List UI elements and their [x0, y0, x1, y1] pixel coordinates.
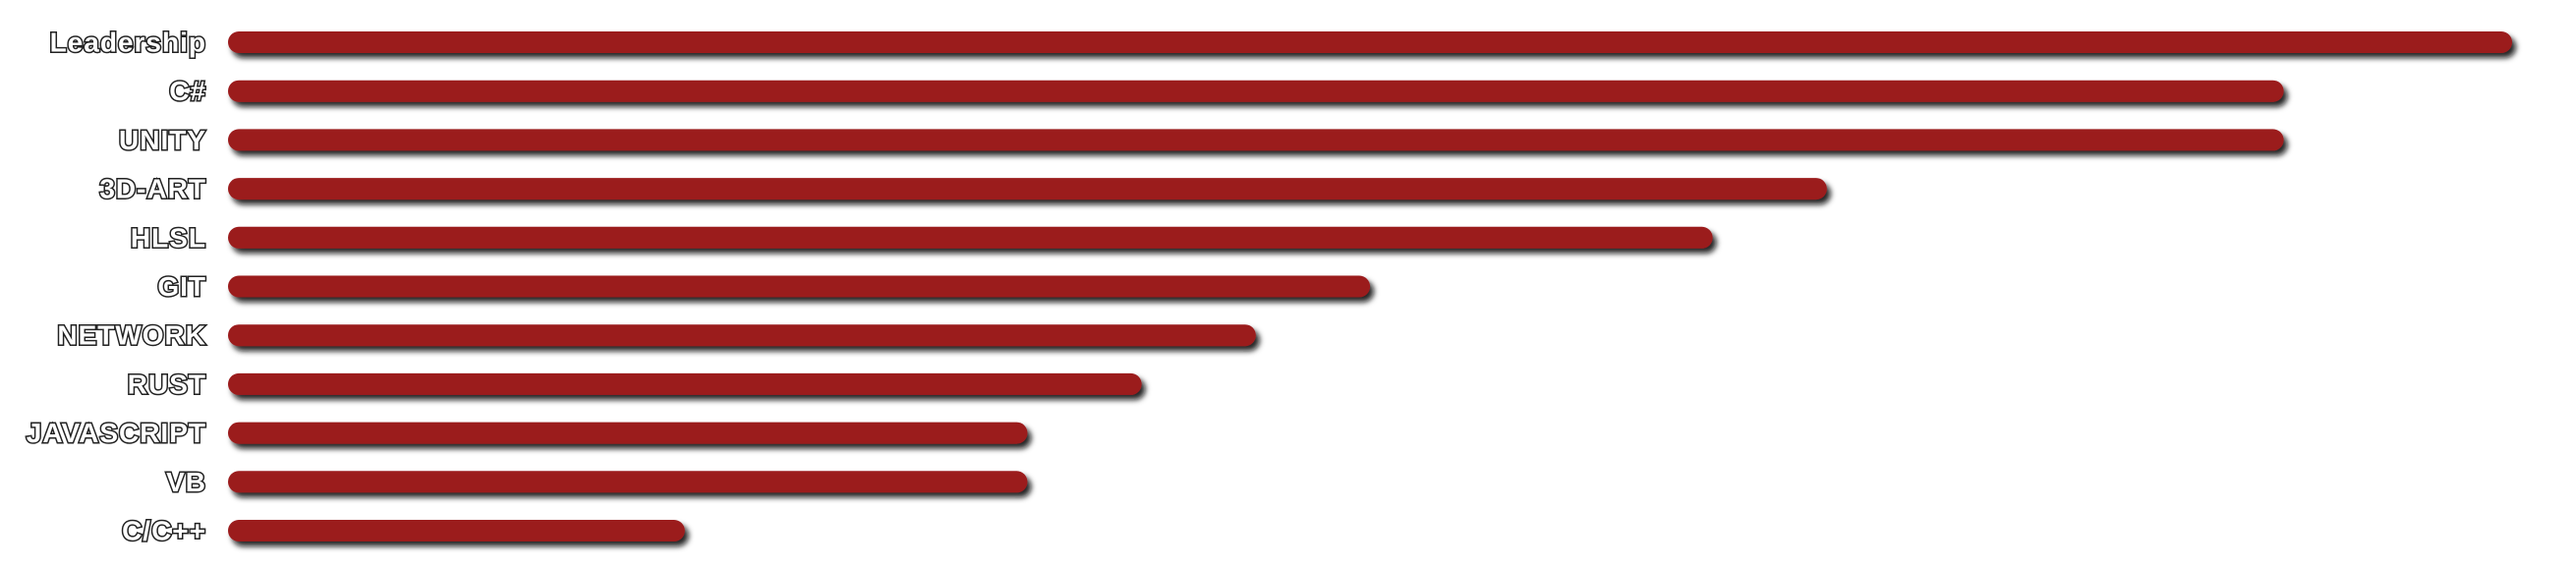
category-label: GIT: [157, 271, 206, 302]
bar-vb: [228, 471, 1028, 493]
category-label: HLSL: [131, 222, 206, 253]
category-label: C#: [169, 76, 206, 106]
category-label: 3D-ART: [99, 174, 206, 204]
bar-c-c: [228, 520, 685, 541]
category-label: VB: [166, 467, 206, 497]
bars-group: [228, 31, 2512, 541]
bar-javascript: [228, 422, 1028, 444]
category-label: RUST: [128, 369, 206, 399]
bar-rust: [228, 372, 1142, 395]
category-labels-group: Leadership C# UNITY 3D-ART HLSL GIT NETWORK RUS…: [25, 26, 206, 547]
category-label: JAVASCRIPT: [27, 418, 206, 448]
bar-c: [228, 80, 2284, 102]
bar-network: [228, 324, 1256, 347]
bar-3d-art: [228, 178, 1827, 200]
bar-hlsl: [228, 226, 1713, 249]
bar-git: [228, 275, 1370, 298]
bar-leadership: [228, 31, 2512, 53]
category-label: C/C++: [122, 516, 206, 546]
category-label: UNITY: [119, 125, 206, 155]
category-label: NETWORK: [57, 320, 206, 351]
bar-unity: [228, 129, 2284, 151]
category-label: Leadership: [50, 28, 206, 58]
